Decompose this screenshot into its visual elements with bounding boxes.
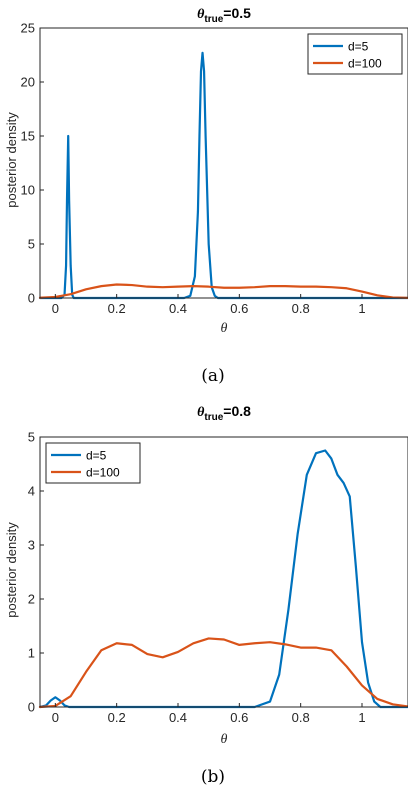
x-tick-label: 0.4 — [169, 301, 187, 316]
x-tick-label: 0.6 — [230, 301, 248, 316]
x-tick-label: 0.2 — [108, 710, 126, 725]
x-tick-label: 0.8 — [292, 710, 310, 725]
panel-b-caption: (b) — [201, 767, 225, 787]
legend-label-d=5: d=5 — [348, 40, 369, 54]
plot-frame — [39, 27, 408, 299]
plot-frame — [39, 436, 408, 708]
x-tick-label: 0 — [52, 301, 59, 316]
legend-box — [45, 442, 141, 484]
panel-a-xlabel: θ — [221, 321, 228, 336]
x-tick-label: 0 — [52, 710, 59, 725]
series-line-d=100 — [38, 283, 408, 299]
panel-a-title: θtrue=0.5 — [197, 5, 251, 25]
y-tick-label: 0 — [28, 700, 35, 715]
y-tick-label: 0 — [28, 291, 35, 306]
x-tick-label: 0.4 — [169, 710, 187, 725]
y-tick-label: 2 — [28, 592, 35, 607]
legend-label-d=100: d=100 — [86, 466, 120, 480]
y-tick-label: 20 — [21, 75, 35, 90]
series-line-d=100 — [38, 637, 408, 709]
panel-b-plot-area: 0 0.2 0.4 0.6 0.8 1 0 1 2 3 4 5 d=5 d=100 — [28, 430, 408, 725]
legend-label-d=5: d=5 — [86, 449, 107, 463]
x-tick-label: 1 — [358, 301, 365, 316]
y-tick-label: 1 — [28, 646, 35, 661]
x-tick-label: 0.6 — [230, 710, 248, 725]
y-tick-label: 5 — [28, 237, 35, 252]
legend-label-d=100: d=100 — [348, 57, 382, 71]
panel-a-ylabel: posterior density — [4, 112, 19, 208]
y-tick-label: 4 — [28, 484, 35, 499]
y-tick-label: 5 — [28, 430, 35, 445]
y-tick-label: 15 — [21, 129, 35, 144]
legend-box — [307, 33, 403, 75]
y-tick-label: 10 — [21, 183, 35, 198]
x-tick-label: 0.2 — [108, 301, 126, 316]
x-tick-label: 1 — [358, 710, 365, 725]
panel-a-caption: (a) — [201, 366, 224, 386]
y-tick-label: 25 — [21, 21, 35, 36]
panel-a: θtrue=0.5 0 0.2 0.4 0.6 0.8 10510152025d=5d=1… — [4, 5, 408, 386]
legend: d=5 d=100 — [307, 33, 403, 75]
x-tick-label: 0.8 — [292, 301, 310, 316]
y-tick-label: 3 — [28, 538, 35, 553]
panel-b-ylabel: posterior density — [4, 522, 19, 618]
legend: d=5 d=100 — [45, 442, 141, 484]
series-line-d=5 — [38, 449, 408, 709]
panel-b-title: θtrue=0.8 — [197, 403, 251, 423]
panel-b: θtrue=0.8 0 0.2 0.4 0.6 0.8 1 0 1 2 3 4 5 d=5 d=100 p… — [4, 403, 408, 787]
panel-b-xlabel: θ — [221, 732, 228, 747]
series-line-d=5 — [38, 51, 408, 300]
